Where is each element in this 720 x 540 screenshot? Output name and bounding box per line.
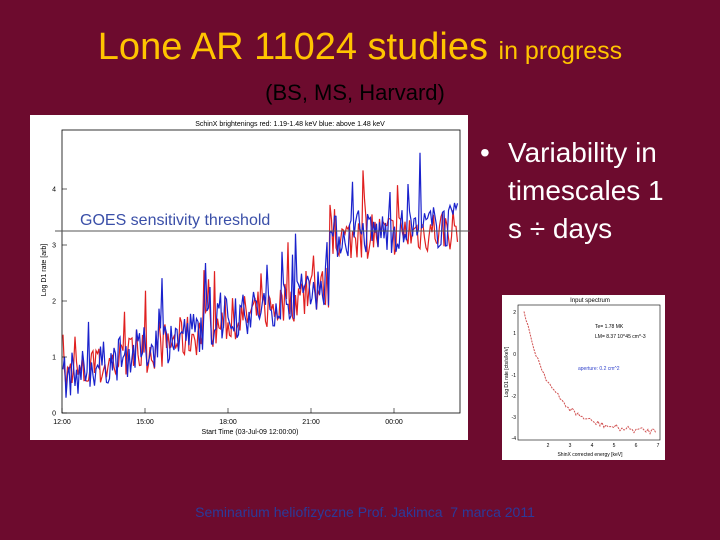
- x-tick-label: 00:00: [385, 419, 403, 426]
- right-plot-bg: [502, 295, 665, 460]
- y-tick-label: 4: [52, 187, 56, 194]
- title-suffix: in progress: [498, 37, 623, 65]
- light-curve: [62, 152, 459, 398]
- aperture: aperture: 0.2 cm^2: [578, 366, 620, 372]
- x-tick-label: 4: [591, 443, 594, 449]
- y-tick-label: 1: [52, 355, 56, 362]
- x-tick-label: 15:00: [136, 419, 154, 426]
- x-tick-label: 6: [635, 443, 638, 449]
- left-plot-frame: [61, 129, 461, 414]
- emission: LM= 8.37 10^45 cm^-3: [595, 334, 646, 340]
- y-tick-label: 0: [513, 352, 516, 358]
- threshold-annotation: GOES sensitivity threshold: [80, 212, 270, 229]
- y-tick-label: 2: [52, 299, 56, 306]
- footer: Seminarium heliofizyczne Prof. Jakimca 7…: [195, 504, 535, 520]
- x-tick-label: 3: [569, 443, 572, 449]
- y-tick-label: 0: [52, 411, 56, 418]
- title-line: Lone AR 11024 studies in progress: [0, 26, 720, 69]
- right-plot-x-label: ShinX corrected energy [keV]: [557, 452, 623, 458]
- right-plot-y-label: Log D1 rate [cts/s/keV]: [504, 346, 510, 397]
- left-plot-y-label: Log D1 rate [arb]: [41, 244, 48, 297]
- subtitle: (BS, MS, Harvard): [265, 80, 445, 105]
- right-plot-frame: [517, 304, 661, 441]
- x-tick-label: 2: [547, 443, 550, 449]
- x-tick-label: 12:00: [53, 419, 71, 426]
- left-plot-bg: [30, 115, 468, 440]
- title: Lone AR 11024 studies: [97, 26, 488, 68]
- left-plot-title: SchinX brightenings red: 1.19-1.48 keV b…: [195, 121, 385, 128]
- y-tick-label: -2: [512, 394, 517, 400]
- bullet-text: Variability in timescales 1 s ÷ days: [508, 137, 664, 244]
- left-curves: [62, 152, 459, 398]
- spectrum-curve: [523, 311, 657, 435]
- right-plot-title: Input spectrum: [570, 298, 610, 304]
- y-tick-label: -4: [512, 436, 517, 442]
- y-tick-label: -3: [512, 415, 517, 421]
- x-tick-label: 5: [613, 443, 616, 449]
- temperature: Te= 1.78 MK: [595, 324, 624, 330]
- bullet-marker: •: [480, 137, 490, 168]
- right-curves: [523, 311, 657, 435]
- y-tick-label: 1: [513, 331, 516, 337]
- y-tick-label: 2: [513, 310, 516, 316]
- y-tick-label: -1: [512, 373, 517, 379]
- x-tick-label: 18:00: [219, 419, 237, 426]
- x-tick-label: 7: [657, 443, 660, 449]
- left-plot-x-label: Start Time (03-Jul-09 12:00:00): [202, 429, 299, 436]
- light-curve: [62, 170, 459, 388]
- x-tick-label: 21:00: [302, 419, 320, 426]
- y-tick-label: 3: [52, 243, 56, 250]
